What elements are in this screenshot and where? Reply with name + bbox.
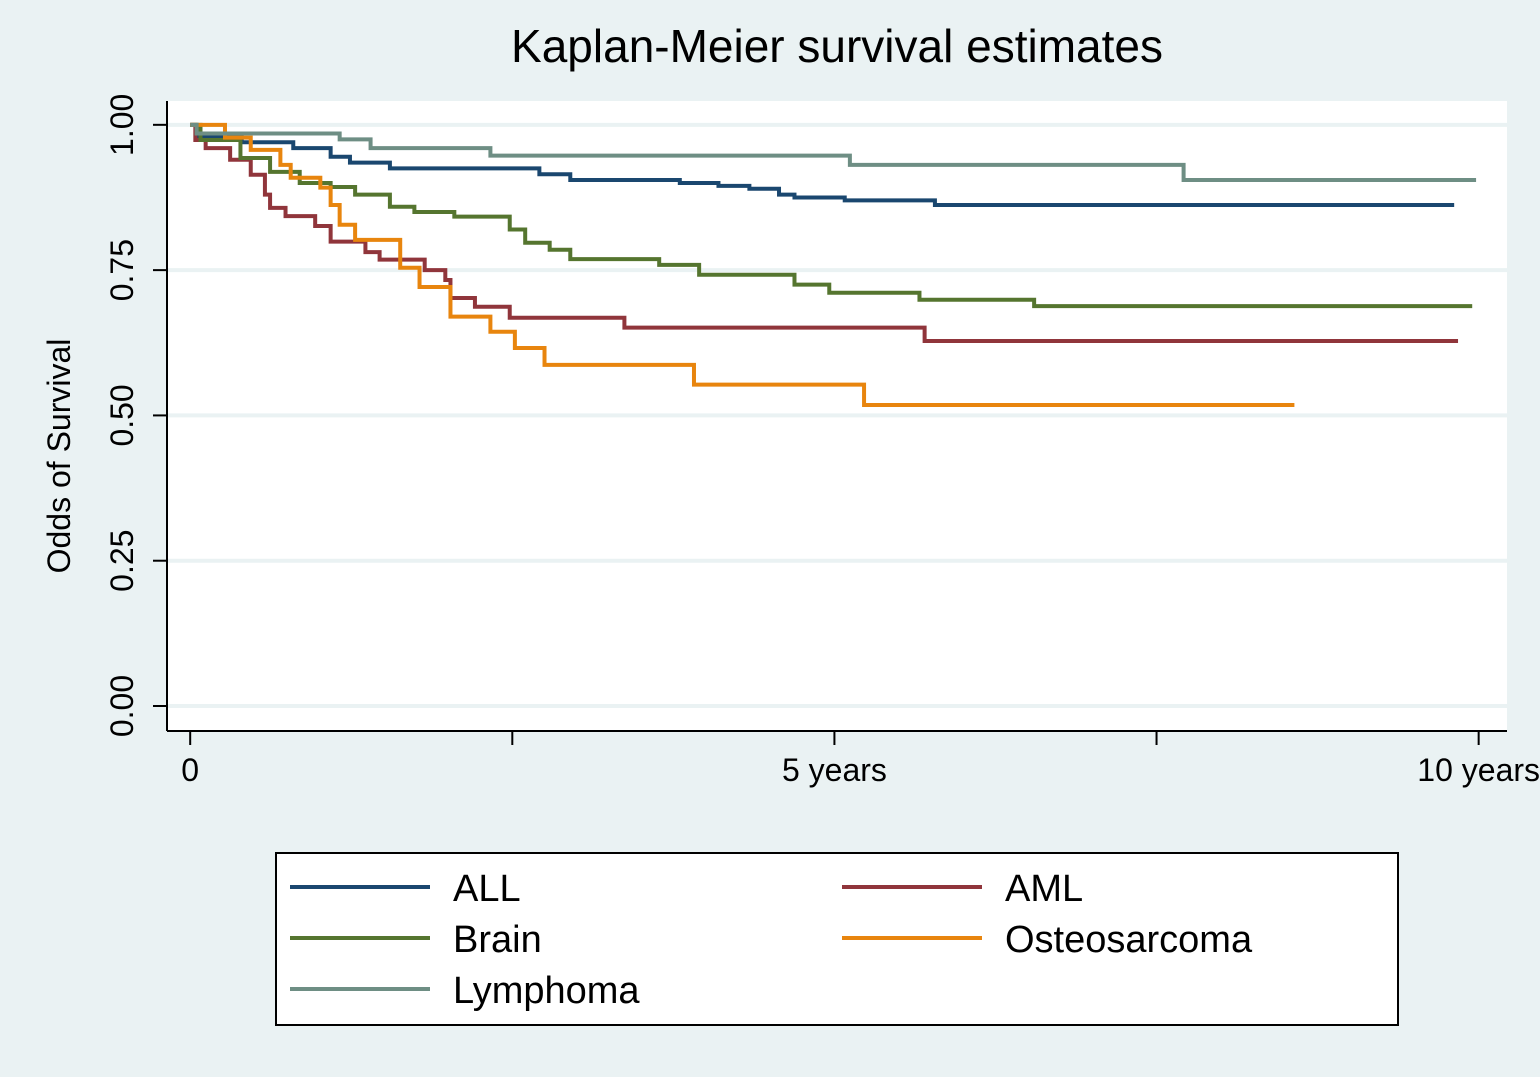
survival-line	[190, 122, 1295, 407]
survival-line	[190, 122, 1459, 344]
legend	[275, 852, 1399, 1026]
x-tick-label: 0	[181, 752, 199, 788]
y-tick-label: 0.50	[104, 384, 140, 446]
y-tick-label: 0.75	[104, 239, 140, 301]
legend-label: ALL	[453, 868, 521, 910]
y-tick-label: 0.00	[104, 675, 140, 737]
chart-title: Kaplan-Meier survival estimates	[511, 20, 1163, 72]
x-tick-label: 10 years	[1417, 752, 1540, 788]
x-tick-label: 5 years	[782, 752, 887, 788]
legend-label: Brain	[453, 919, 542, 961]
y-tick-label: 0.25	[104, 530, 140, 592]
y-axis-label: Odds of Survival	[41, 339, 77, 574]
survival-line	[190, 122, 1477, 183]
survival-line	[190, 122, 1473, 309]
y-tick-label: 1.00	[104, 94, 140, 156]
legend-label: Osteosarcoma	[1005, 919, 1253, 961]
legend-label: Lymphoma	[453, 970, 640, 1012]
survival-line	[190, 122, 1455, 208]
legend-label: AML	[1005, 868, 1083, 910]
